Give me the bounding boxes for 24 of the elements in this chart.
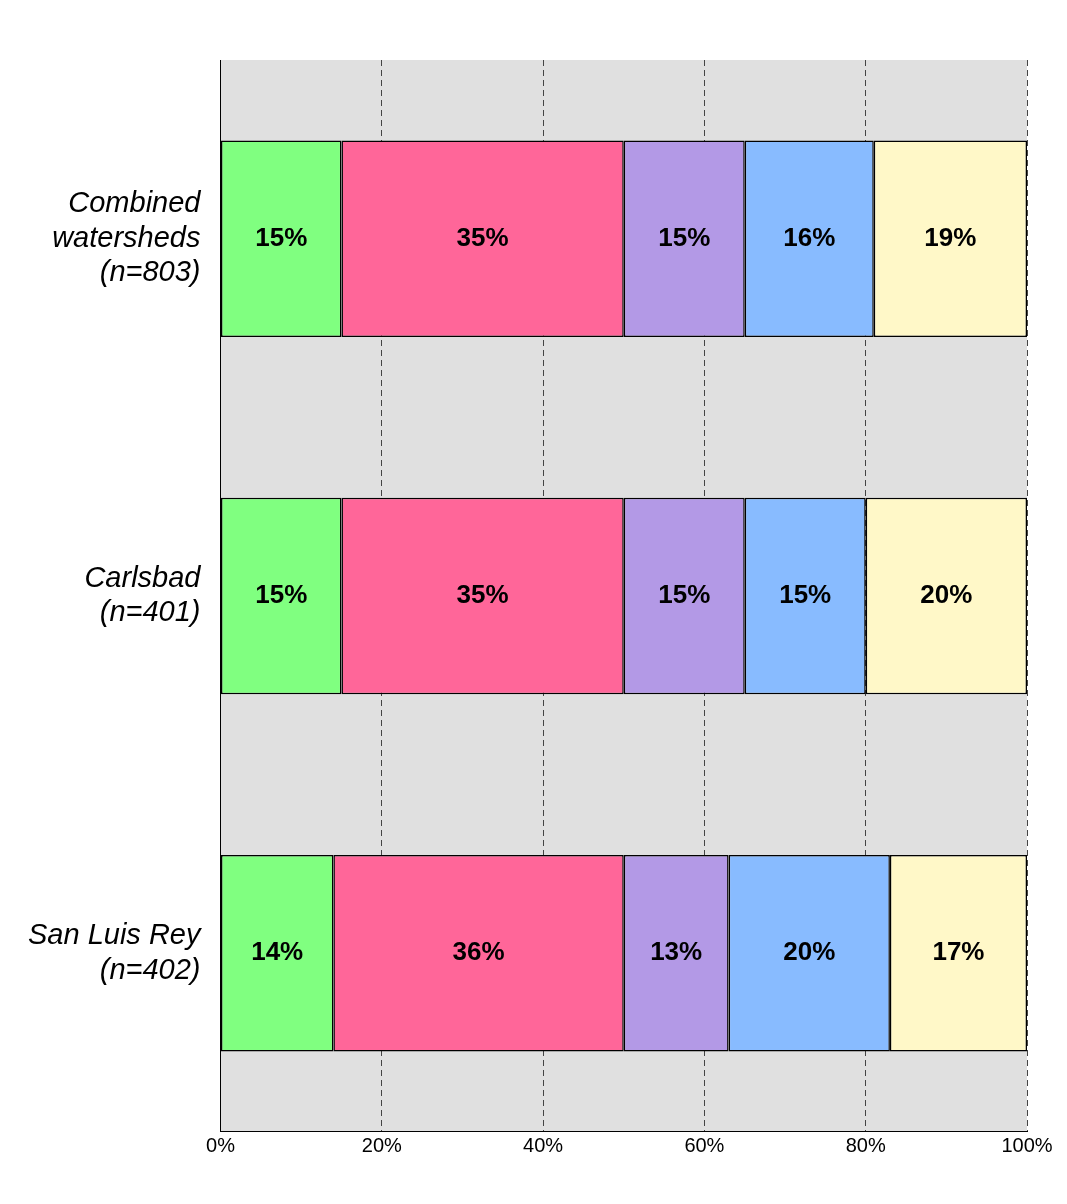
- data-label: 20%: [920, 579, 973, 610]
- data-label: 35%: [456, 221, 509, 252]
- data-label: 20%: [783, 936, 836, 967]
- data-label: 19%: [924, 221, 977, 252]
- x-tick-label: 0%: [206, 1134, 236, 1157]
- data-label: 35%: [456, 579, 509, 610]
- y-tick-label: San Luis Rey (n=402): [27, 917, 202, 985]
- data-label: 14%: [251, 936, 304, 967]
- y-tick-label: Combined watersheds (n=803): [52, 185, 202, 288]
- data-label: 15%: [658, 221, 711, 252]
- x-tick-label: 40%: [523, 1134, 564, 1157]
- data-label: 36%: [452, 936, 505, 967]
- data-label: 17%: [932, 936, 985, 967]
- data-label: 15%: [255, 579, 308, 610]
- x-tick-label: 60%: [684, 1134, 725, 1157]
- data-label: 15%: [779, 579, 832, 610]
- x-tick-label: 80%: [845, 1134, 886, 1157]
- x-tick-label: 20%: [361, 1134, 403, 1157]
- data-label: 15%: [255, 221, 308, 252]
- y-tick-label: Carlsbad (n=401): [84, 560, 202, 628]
- x-tick-label: 100%: [1001, 1134, 1053, 1157]
- data-label: 16%: [783, 221, 836, 252]
- data-label: 15%: [658, 579, 711, 610]
- data-label: 13%: [650, 936, 703, 967]
